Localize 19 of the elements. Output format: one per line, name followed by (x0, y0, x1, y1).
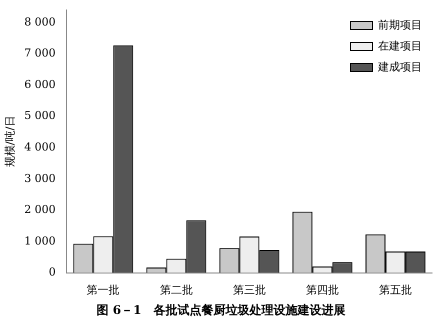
y-tick-label: 6 000 (24, 78, 56, 91)
x-tick-label: 第四批 (306, 283, 339, 296)
y-tick-label: 5 000 (24, 109, 56, 122)
y-tick-label: 1 000 (24, 234, 56, 248)
y-tick-label: 3 000 (24, 172, 56, 185)
text: 图 6－1 各批试点餐厨垃圾处理设施建设进展 (96, 302, 346, 319)
y-tick-label: 0 (48, 266, 56, 279)
legend-label: 前期项目 (378, 18, 422, 32)
y-axis-title: 规模/吨/日 (3, 116, 16, 168)
legend-label: 建成项目 (377, 60, 422, 74)
y-tick-label: 4 000 (24, 140, 56, 154)
y-tick-label: 7 000 (24, 46, 56, 60)
x-tick-label: 第一批 (86, 283, 120, 296)
y-tick-label: 2 000 (24, 203, 56, 216)
legend-label: 在建项目 (378, 39, 422, 52)
y-tick-label: 8 000 (24, 15, 56, 28)
x-tick-label: 第二批 (160, 283, 193, 296)
x-tick-label: 第三批 (232, 283, 266, 296)
x-tick-label: 第五批 (378, 283, 412, 296)
